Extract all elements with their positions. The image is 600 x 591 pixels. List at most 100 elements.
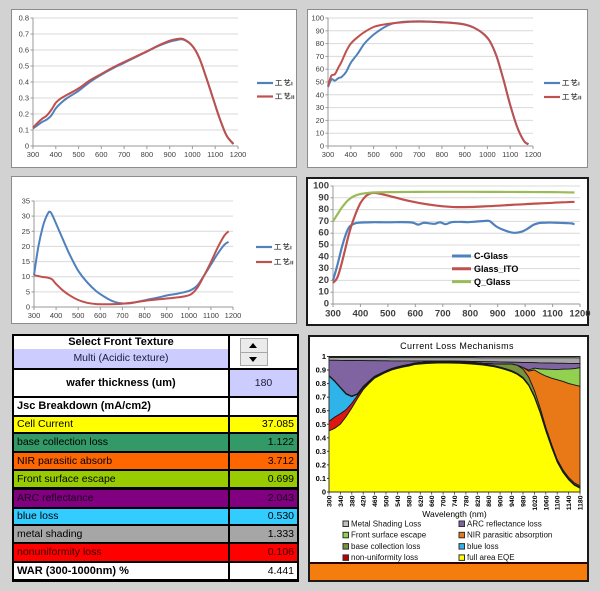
svg-text:80: 80: [316, 39, 324, 48]
svg-text:620: 620: [418, 495, 425, 507]
svg-text:1000: 1000: [479, 150, 496, 159]
svg-text:1: 1: [322, 352, 326, 361]
svg-text:0.8: 0.8: [19, 14, 29, 23]
svg-text:100: 100: [313, 181, 329, 192]
svg-text:25: 25: [22, 227, 30, 236]
svg-text:20: 20: [318, 275, 329, 286]
svg-text:600: 600: [390, 150, 403, 159]
svg-text:0.7: 0.7: [316, 393, 326, 402]
svg-text:0.3: 0.3: [19, 94, 29, 103]
svg-text:10: 10: [316, 129, 324, 138]
svg-text:1140: 1140: [566, 495, 573, 510]
svg-text:0.4: 0.4: [316, 433, 327, 442]
svg-text:50: 50: [318, 240, 329, 251]
svg-text:900: 900: [498, 495, 505, 507]
svg-text:900: 900: [160, 311, 173, 320]
svg-text:Wavelength (nm): Wavelength (nm): [422, 509, 487, 519]
svg-text:300: 300: [327, 495, 334, 507]
svg-text:0.9: 0.9: [316, 366, 326, 375]
svg-text:900: 900: [490, 309, 506, 320]
svg-text:800: 800: [436, 150, 449, 159]
svg-text:90: 90: [318, 192, 329, 203]
svg-text:Q_Glass: Q_Glass: [474, 277, 511, 287]
svg-text:0.2: 0.2: [19, 110, 29, 119]
svg-text:0: 0: [26, 303, 30, 312]
svg-text:0.6: 0.6: [19, 46, 29, 55]
svg-text:20: 20: [316, 116, 324, 125]
svg-text:500: 500: [384, 495, 391, 507]
svg-text:980: 980: [521, 495, 528, 507]
svg-text:1200: 1200: [569, 309, 590, 320]
svg-text:40: 40: [318, 251, 329, 262]
svg-text:C-Glass: C-Glass: [474, 251, 508, 261]
svg-text:0.6: 0.6: [316, 406, 326, 415]
svg-text:600: 600: [95, 150, 108, 159]
svg-text:0.2: 0.2: [316, 460, 326, 469]
svg-text:800: 800: [462, 309, 478, 320]
svg-text:1180: 1180: [578, 495, 585, 510]
svg-text:500: 500: [380, 309, 396, 320]
svg-text:90: 90: [316, 26, 324, 35]
svg-text:1100: 1100: [207, 150, 223, 159]
svg-text:1000: 1000: [180, 311, 197, 320]
svg-text:1200: 1200: [525, 150, 542, 159]
svg-text:80: 80: [318, 204, 329, 215]
svg-text:780: 780: [463, 495, 470, 507]
svg-text:500: 500: [72, 311, 85, 320]
svg-text:460: 460: [372, 495, 379, 507]
svg-text:Current Loss Mechanisms: Current Loss Mechanisms: [400, 341, 514, 351]
svg-text:30: 30: [316, 103, 324, 112]
svg-text:0.1: 0.1: [19, 126, 29, 135]
svg-text:0: 0: [324, 299, 329, 310]
svg-text:1200: 1200: [225, 311, 242, 320]
svg-text:1000: 1000: [184, 150, 201, 159]
svg-text:35: 35: [22, 197, 30, 206]
svg-text:NIR parasitic absorption: NIR parasitic absorption: [467, 531, 552, 540]
svg-text:1020: 1020: [532, 495, 539, 510]
svg-text:860: 860: [486, 495, 493, 507]
svg-text:500: 500: [72, 150, 85, 159]
svg-text:10: 10: [318, 287, 329, 298]
svg-text:380: 380: [349, 495, 356, 507]
svg-text:740: 740: [452, 495, 459, 507]
svg-text:60: 60: [318, 228, 329, 239]
svg-text:1000: 1000: [515, 309, 536, 320]
svg-text:300: 300: [325, 309, 341, 320]
svg-text:700: 700: [116, 311, 129, 320]
svg-text:800: 800: [141, 150, 154, 159]
svg-text:blue loss: blue loss: [467, 542, 499, 551]
svg-text:40: 40: [316, 90, 324, 99]
svg-text:30: 30: [318, 263, 329, 274]
svg-text:420: 420: [361, 495, 368, 507]
svg-text:700: 700: [118, 150, 131, 159]
svg-text:1100: 1100: [542, 309, 563, 320]
svg-text:700: 700: [435, 309, 451, 320]
svg-text:Glass_ITO: Glass_ITO: [474, 264, 518, 274]
svg-text:900: 900: [458, 150, 471, 159]
svg-text:0.1: 0.1: [316, 474, 326, 483]
svg-text:540: 540: [395, 495, 402, 507]
svg-text:1060: 1060: [543, 495, 550, 510]
svg-text:400: 400: [345, 150, 358, 159]
svg-text:300: 300: [27, 150, 40, 159]
svg-text:non-uniformity loss: non-uniformity loss: [351, 553, 418, 562]
svg-text:700: 700: [441, 495, 448, 507]
svg-text:10: 10: [22, 272, 30, 281]
svg-text:500: 500: [367, 150, 380, 159]
svg-text:20: 20: [22, 242, 30, 251]
svg-text:1100: 1100: [203, 311, 219, 320]
svg-text:70: 70: [318, 216, 329, 227]
svg-text:base collection loss: base collection loss: [351, 542, 420, 551]
svg-text:70: 70: [316, 52, 324, 61]
svg-text:0: 0: [322, 488, 326, 497]
svg-text:800: 800: [138, 311, 151, 320]
svg-text:340: 340: [338, 495, 345, 507]
svg-text:0.8: 0.8: [316, 379, 326, 388]
svg-text:1100: 1100: [555, 495, 562, 510]
svg-text:600: 600: [94, 311, 107, 320]
svg-text:50: 50: [316, 78, 324, 87]
svg-text:400: 400: [352, 309, 368, 320]
svg-text:700: 700: [413, 150, 426, 159]
svg-text:ARC reflectance loss: ARC reflectance loss: [467, 519, 542, 528]
svg-text:300: 300: [322, 150, 335, 159]
